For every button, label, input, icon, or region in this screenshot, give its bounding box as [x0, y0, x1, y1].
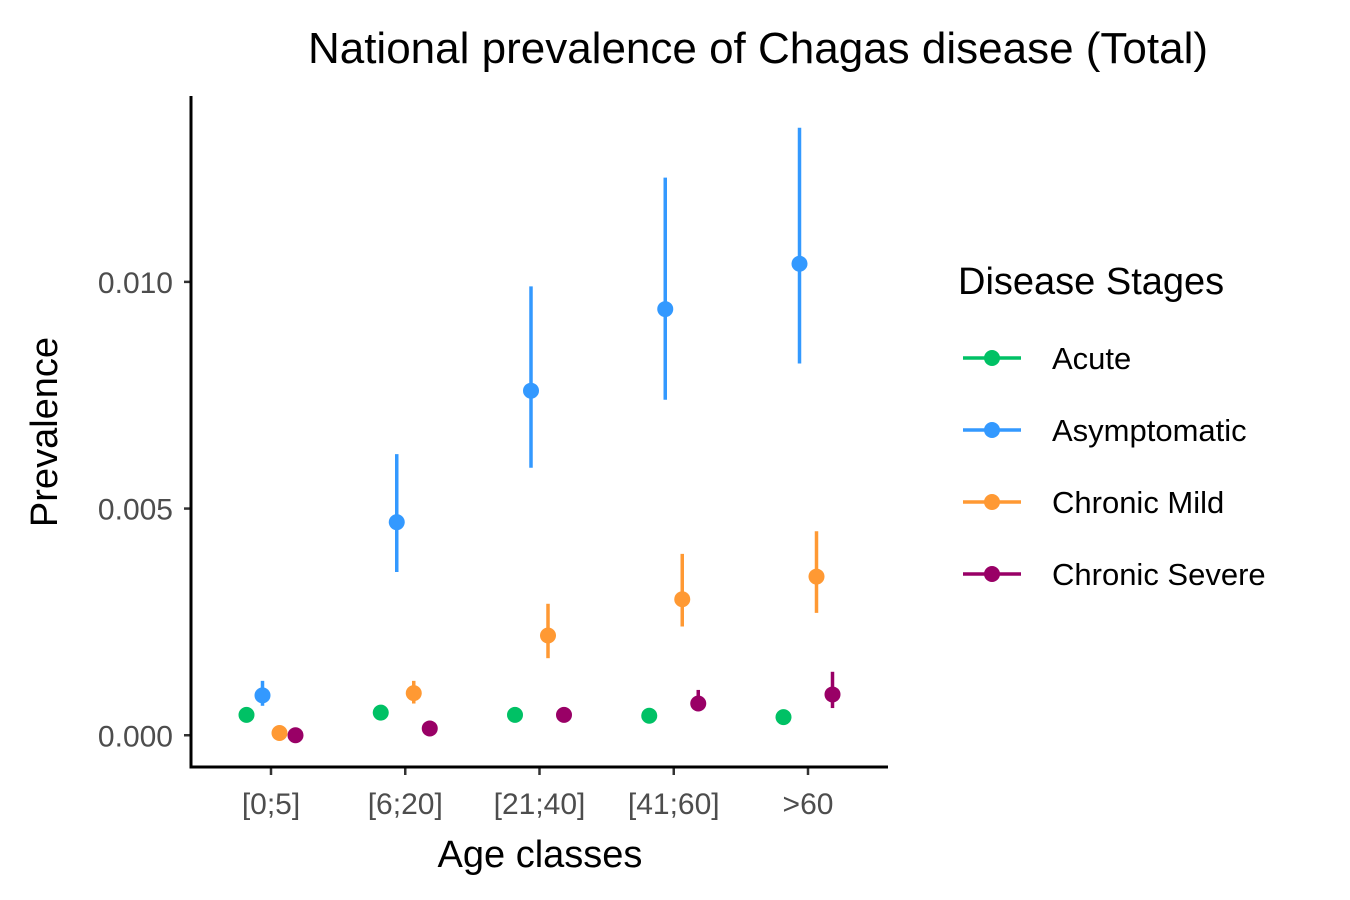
legend-key-point	[984, 350, 1000, 366]
data-point-acute	[775, 709, 792, 726]
legend-key-point	[984, 494, 1000, 510]
data-point-asymptomatic	[388, 514, 405, 531]
series-asymptomatic	[254, 127, 808, 706]
plot-area: 0.000 0.005 0.010 [0;5] [6;20] [21;40] [41;60…	[98, 96, 888, 821]
data-point-chronic-severe	[421, 720, 438, 737]
legend-item-chronic-severe: Chronic Severe	[963, 557, 1266, 592]
data-point-chronic-severe	[824, 686, 841, 703]
legend-key-point	[984, 566, 1000, 582]
x-axis-title: Age classes	[438, 834, 643, 876]
data-point-acute	[507, 706, 523, 723]
y-tick-label: 0.005	[98, 494, 173, 527]
data-point-acute	[641, 707, 658, 724]
x-tick-label: [6;20]	[368, 788, 443, 821]
legend-items: Acute Asymptomatic Chronic Mild Chronic Sev…	[963, 341, 1266, 592]
y-tick-label: 0.000	[98, 720, 173, 753]
legend-label: Chronic Severe	[1052, 557, 1266, 592]
data-point-chronic-severe	[690, 695, 707, 712]
data-point-asymptomatic	[791, 255, 808, 272]
data-point-acute	[238, 706, 255, 723]
series-chronic-mild	[271, 531, 825, 741]
legend-title: Disease Stages	[958, 261, 1224, 303]
legend-item-chronic-mild: Chronic Mild	[963, 485, 1224, 520]
chart-title: National prevalence of Chagas disease (T…	[308, 24, 1208, 73]
legend-item-acute: Acute	[963, 341, 1131, 376]
data-point-chronic-mild	[674, 591, 691, 608]
y-axis-title: Prevalence	[24, 337, 66, 527]
legend-label: Acute	[1052, 341, 1131, 376]
x-tick-label: [41;60]	[628, 788, 720, 821]
data-point-asymptomatic	[254, 687, 271, 704]
series-chronic-severe	[287, 671, 841, 744]
data-point-asymptomatic	[657, 301, 674, 318]
data-point-chronic-mild	[405, 685, 422, 702]
data-point-chronic-mild	[540, 627, 556, 644]
x-tick-label: [0;5]	[242, 788, 300, 821]
x-axis-ticks: [0;5] [6;20] [21;40] [41;60] >60	[242, 767, 834, 821]
legend: Disease Stages Acute Asymptomatic Chronic …	[958, 261, 1266, 592]
data-point-chronic-severe	[556, 706, 572, 723]
series-acute	[238, 704, 792, 726]
legend-label: Chronic Mild	[1052, 485, 1224, 520]
data-point-chronic-severe	[287, 727, 304, 744]
y-tick-label: 0.010	[98, 267, 173, 300]
data-point-chronic-mild	[271, 724, 288, 741]
x-tick-label: [21;40]	[494, 788, 586, 821]
data-marks	[238, 127, 841, 744]
legend-label: Asymptomatic	[1052, 413, 1247, 448]
x-tick-label: >60	[783, 788, 834, 821]
legend-item-asymptomatic: Asymptomatic	[963, 413, 1247, 448]
y-axis-ticks: 0.000 0.005 0.010	[98, 267, 191, 753]
data-point-acute	[372, 704, 389, 721]
data-point-asymptomatic	[523, 382, 539, 399]
legend-key-point	[984, 422, 1000, 438]
data-point-chronic-mild	[808, 568, 825, 585]
